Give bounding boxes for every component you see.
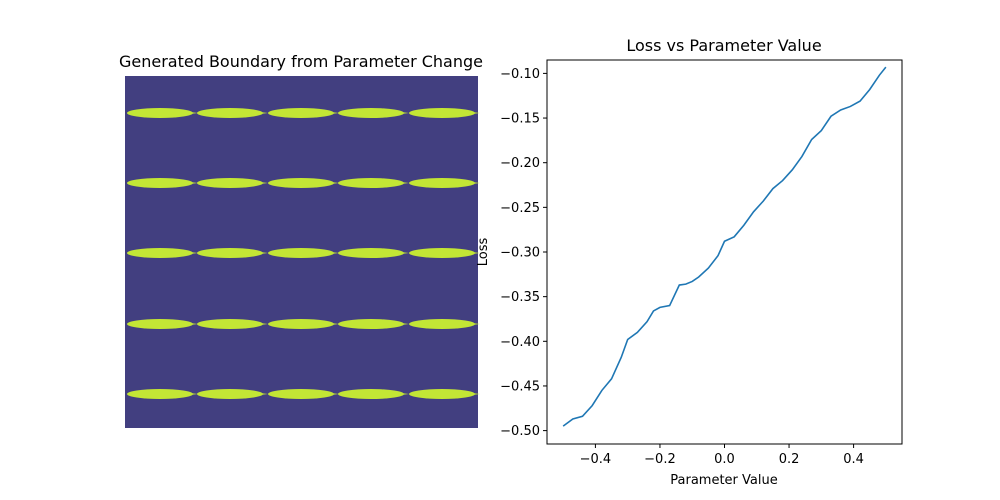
y-tick-label: −0.45: [500, 379, 540, 394]
boundary-region-tail-2-2: [331, 252, 339, 254]
loss-axes-frame: [546, 59, 903, 445]
x-ticks: −0.4 −0.2 0.0 0.2 0.4: [580, 444, 864, 467]
boundary-region-tail-0-4: [472, 112, 480, 114]
boundary-region-4-4: [409, 389, 475, 399]
boundary-region-2-2: [268, 248, 334, 258]
boundary-region-1-0: [127, 178, 193, 188]
boundary-region-3-2: [268, 319, 334, 329]
boundary-region-tail-1-2: [331, 182, 339, 184]
boundary-region-2-1: [197, 248, 263, 258]
x-tick-label: 0.2: [779, 452, 800, 467]
boundary-region-tail-3-0: [190, 323, 198, 325]
y-tick-label: −0.50: [500, 424, 540, 439]
boundary-region-3-3: [338, 319, 404, 329]
boundary-region-1-1: [197, 178, 263, 188]
boundary-region-4-2: [268, 389, 334, 399]
x-tick-label: 0.0: [714, 452, 735, 467]
boundary-region-2-3: [338, 248, 404, 258]
y-ticks: −0.50 −0.45 −0.40 −0.35 −0.30 −0.25 −0.20 −0.15…: [500, 67, 547, 439]
x-tick-label: −0.4: [580, 452, 612, 467]
y-tick-label: −0.35: [500, 290, 540, 305]
boundary-region-tail-3-1: [260, 323, 268, 325]
boundary-region-tail-4-2: [331, 393, 339, 395]
boundary-region-0-2: [268, 108, 334, 118]
boundary-region-tail-4-0: [190, 393, 198, 395]
boundary-regions: [127, 108, 480, 399]
boundary-region-3-4: [409, 319, 475, 329]
boundary-region-tail-4-1: [260, 393, 268, 395]
boundary-region-tail-1-1: [260, 182, 268, 184]
boundary-region-4-3: [338, 389, 404, 399]
y-tick-label: −0.40: [500, 335, 540, 350]
boundary-region-1-4: [409, 178, 475, 188]
boundary-region-0-1: [197, 108, 263, 118]
boundary-panel: Generated Boundary from Parameter Change: [119, 52, 483, 428]
boundary-region-3-1: [197, 319, 263, 329]
y-tick-label: −0.30: [500, 246, 540, 261]
boundary-region-2-4: [409, 248, 475, 258]
boundary-region-tail-3-2: [331, 323, 339, 325]
boundary-region-0-0: [127, 108, 193, 118]
y-axis-label: Loss: [476, 238, 491, 267]
boundary-region-tail-0-1: [260, 112, 268, 114]
boundary-region-tail-4-3: [401, 393, 409, 395]
boundary-region-tail-4-4: [472, 393, 480, 395]
loss-series-line: [562, 66, 887, 427]
x-tick-label: 0.4: [843, 452, 864, 467]
boundary-region-4-0: [127, 389, 193, 399]
loss-panel: Loss vs Parameter Value −0.4 −0.2 0.0 0.2 0.…: [476, 36, 903, 488]
x-axis-label: Parameter Value: [670, 473, 777, 488]
boundary-region-tail-1-3: [401, 182, 409, 184]
x-tick-label: −0.2: [644, 452, 676, 467]
boundary-region-tail-2-1: [260, 252, 268, 254]
y-tick-label: −0.25: [500, 201, 540, 216]
boundary-title: Generated Boundary from Parameter Change: [119, 52, 483, 71]
boundary-region-tail-1-4: [472, 182, 480, 184]
y-tick-label: −0.20: [500, 156, 540, 171]
boundary-region-tail-0-3: [401, 112, 409, 114]
boundary-region-1-3: [338, 178, 404, 188]
boundary-region-2-0: [127, 248, 193, 258]
y-tick-label: −0.15: [500, 112, 540, 127]
y-tick-label: −0.10: [500, 67, 540, 82]
boundary-region-tail-0-0: [190, 112, 198, 114]
loss-title: Loss vs Parameter Value: [626, 36, 821, 55]
boundary-region-tail-2-4: [472, 252, 480, 254]
boundary-region-tail-2-0: [190, 252, 198, 254]
boundary-region-3-0: [127, 319, 193, 329]
boundary-region-tail-0-2: [331, 112, 339, 114]
boundary-region-tail-2-3: [401, 252, 409, 254]
boundary-region-0-3: [338, 108, 404, 118]
boundary-region-tail-3-4: [472, 323, 480, 325]
boundary-region-1-2: [268, 178, 334, 188]
boundary-region-0-4: [409, 108, 475, 118]
boundary-region-tail-3-3: [401, 323, 409, 325]
boundary-region-4-1: [197, 389, 263, 399]
boundary-region-tail-1-0: [190, 182, 198, 184]
